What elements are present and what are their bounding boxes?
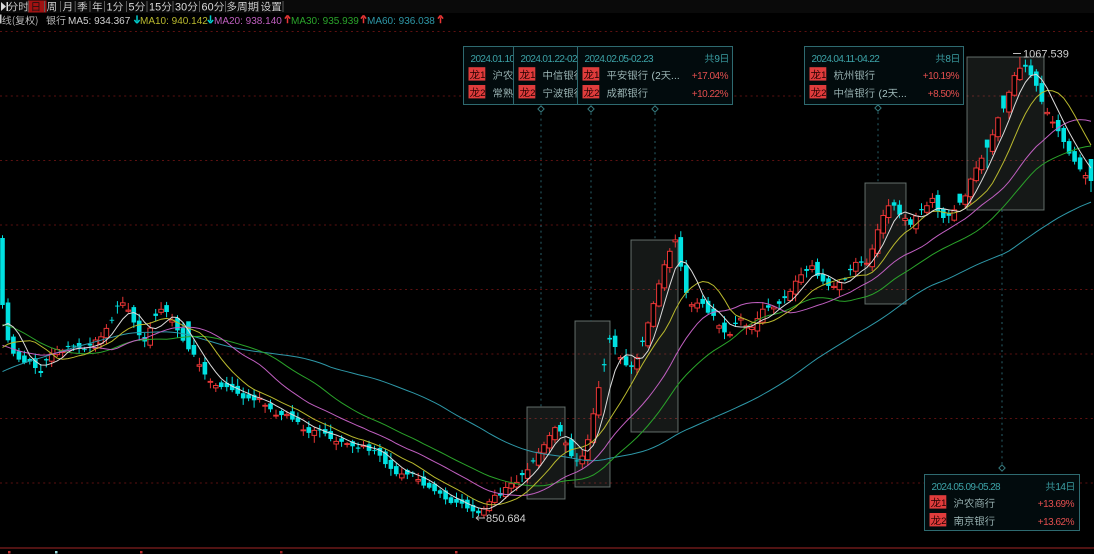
svg-text:2024.02.05-02.23: 2024.02.05-02.23 (585, 54, 655, 65)
svg-text:2: 2 (821, 88, 826, 99)
svg-text:MA5: 934.367: MA5: 934.367 (68, 16, 131, 27)
svg-text:.: . (674, 71, 677, 82)
svg-text:9: 9 (714, 54, 720, 65)
svg-text:MA10: 940.142: MA10: 940.142 (140, 16, 208, 27)
svg-text:5: 5 (155, 2, 161, 14)
svg-text:8: 8 (945, 54, 951, 65)
svg-text:5: 5 (129, 2, 135, 14)
svg-text:2024.05.09-05.28: 2024.05.09-05.28 (932, 482, 1002, 493)
svg-text:.: . (677, 71, 680, 82)
svg-text:1: 1 (480, 70, 485, 81)
svg-text:+10.19%: +10.19% (923, 71, 960, 82)
svg-text:MA20: 938.140: MA20: 938.140 (214, 16, 282, 27)
svg-text:2: 2 (941, 516, 946, 527)
svg-text:14: 14 (1055, 482, 1066, 493)
svg-text:1: 1 (594, 70, 599, 81)
svg-text:.: . (898, 89, 901, 100)
svg-text:(: ( (652, 71, 656, 82)
svg-text:2: 2 (594, 88, 599, 99)
svg-text:3: 3 (175, 2, 181, 14)
svg-text:2024.01.22-02.02: 2024.01.22-02.02 (521, 54, 591, 65)
svg-text:0: 0 (181, 2, 187, 14)
svg-text:.: . (904, 89, 907, 100)
svg-text:1: 1 (530, 70, 535, 81)
svg-text:(: ( (879, 89, 883, 100)
svg-text:2: 2 (480, 88, 485, 99)
svg-text:+8.50%: +8.50% (928, 89, 960, 100)
svg-text:850.684: 850.684 (486, 513, 526, 525)
svg-text:MA60: 936.038: MA60: 936.038 (367, 16, 435, 27)
svg-text:1067.539: 1067.539 (1023, 49, 1069, 61)
svg-text:1: 1 (149, 2, 155, 14)
svg-text:.: . (671, 71, 674, 82)
svg-text:+13.62%: +13.62% (1038, 517, 1075, 528)
svg-text:+10.22%: +10.22% (692, 89, 729, 100)
svg-text:1: 1 (941, 498, 946, 509)
svg-text:.: . (901, 89, 904, 100)
svg-text:+13.69%: +13.69% (1038, 499, 1075, 510)
svg-text:2024.04.11-04.22: 2024.04.11-04.22 (812, 54, 881, 65)
svg-text:2: 2 (882, 89, 888, 100)
svg-text:MA30: 935.939: MA30: 935.939 (291, 16, 359, 27)
svg-text:6: 6 (202, 2, 208, 14)
svg-text:2: 2 (655, 71, 661, 82)
svg-text:0: 0 (208, 2, 214, 14)
svg-text:2: 2 (530, 88, 535, 99)
svg-text:1: 1 (821, 70, 826, 81)
svg-text:+17.04%: +17.04% (692, 71, 729, 82)
svg-text:1: 1 (107, 2, 113, 14)
svg-text:2024.01.10-01.19: 2024.01.10-01.19 (471, 54, 541, 65)
